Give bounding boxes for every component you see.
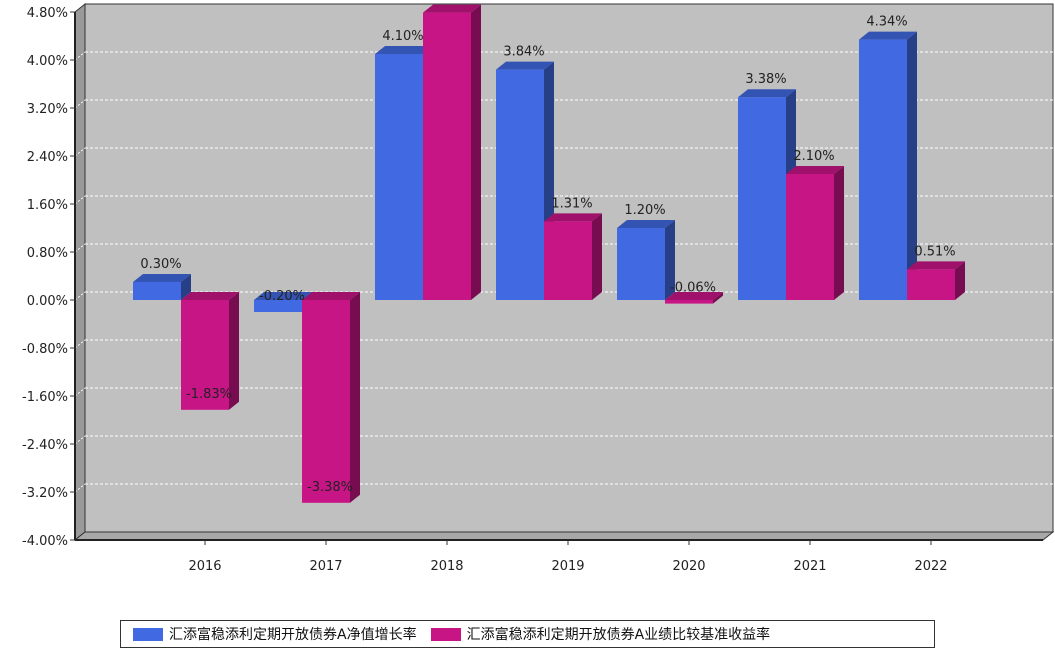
legend: 汇添富稳添利定期开放债券A净值增长率 汇添富稳添利定期开放债券A业绩比较基准收益… [120,620,935,648]
y-tick-labels: 4.80% 4.00% 3.20% 2.40% 1.60% 0.80% 0.00% -0.80… [22,6,75,549]
bar-top [423,4,481,13]
data-label: -1.83% [186,387,232,402]
data-label: 4.34% [866,15,907,30]
bar-top [859,31,917,40]
bar-front [375,54,423,300]
data-label: 0.30% [140,257,181,272]
bar-front [665,300,713,304]
bar-side [665,220,675,300]
y-tick-label: -0.80% [22,342,68,357]
bar-top [496,61,554,70]
bar-top [133,274,191,282]
data-label: 1.20% [624,203,665,218]
bar [665,292,723,304]
y-tick-label: 4.80% [27,6,68,21]
x-tick-label: 2020 [672,559,705,574]
bar-front [786,174,834,300]
bar-top [786,166,844,174]
bar-front [544,221,592,300]
axes [74,12,1043,541]
legend-label-nav: 汇添富稳添利定期开放债券A净值增长率 [169,627,417,643]
bar-top [181,292,239,300]
data-label: 4.10% [382,29,423,44]
data-label: 3.38% [745,72,786,87]
bar-side [350,292,360,503]
bar-front [738,97,786,300]
legend-label-benchmark: 汇添富稳添利定期开放债券A业绩比较基准收益率 [466,627,771,643]
data-label: -0.20% [259,289,305,304]
bar [423,4,481,300]
data-label: -0.06% [670,281,716,296]
x-tick-label: 2016 [188,559,221,574]
bar [133,274,191,300]
x-tick-labels: 2016 2017 2018 2019 2020 2021 2022 [188,540,948,574]
bar-top [738,89,796,98]
bar-front [181,300,229,410]
y-tick-label: -2.40% [22,438,68,453]
bar-top [907,261,965,270]
bar-front [617,228,665,300]
bar-front [133,282,181,300]
data-label: 2.10% [793,149,834,164]
bar-side [955,261,965,300]
bar-front [496,69,544,300]
x-tick-label: 2021 [793,559,826,574]
bar-chart: 4.80% 4.00% 3.20% 2.40% 1.60% 0.80% 0.00% -0.80… [22,0,1055,574]
plot-left-wall [74,2,86,542]
y-tick-label: 3.20% [27,102,68,117]
data-label: 4.79% [430,0,471,3]
bar-side [229,292,239,410]
data-label: 3.84% [503,45,544,60]
bar-top [665,292,723,300]
y-tick-label: 0.00% [27,294,68,309]
legend-item-benchmark: 汇添富稳添利定期开放债券A业绩比较基准收益率 [430,624,771,644]
y-tick-label: 0.80% [27,246,68,261]
bar-side [592,213,602,300]
bar [181,292,239,410]
legend-item-nav: 汇添富稳添利定期开放债券A净值增长率 [133,624,417,644]
x-tick-label: 2018 [430,559,463,574]
bar-side [834,166,844,300]
bar-front [859,39,907,300]
y-tick-label: -1.60% [22,390,68,405]
y-tick-label: -3.20% [22,486,68,501]
y-tick-label: -4.00% [22,534,68,549]
data-label: -3.38% [307,480,353,495]
x-tick-label: 2022 [914,559,947,574]
bar-top [544,213,602,222]
bar-front [302,300,350,503]
legend-swatch-benchmark [430,627,461,641]
bar-top [375,46,433,54]
bar-front [907,269,955,300]
bar-side [713,292,723,304]
bar-top [254,292,312,300]
bar [786,166,844,300]
bar-side [907,31,917,300]
bar-front [254,300,302,312]
y-tick-label: 1.60% [27,198,68,213]
bar-side [471,4,481,300]
x-tick-label: 2017 [309,559,342,574]
y-tick-label: 2.40% [27,150,68,165]
bar-top [302,292,360,300]
legend-swatch-nav [133,627,163,641]
bars [133,4,965,503]
bar-front [423,12,471,300]
bar-top [617,220,675,228]
data-label: 1.31% [551,196,592,211]
plot-floor [73,531,1055,541]
bar [302,292,360,503]
data-label: 0.51% [914,244,955,259]
bar [544,213,602,300]
y-tick-label: 4.00% [27,54,68,69]
bar [617,220,675,300]
data-labels: 0.30% -1.83% -0.20% -3.38% 4.10% 4.79% 3.84% 1.… [140,0,955,495]
bar-side [181,274,191,300]
bar [907,261,965,300]
x-tick-label: 2019 [551,559,584,574]
bar [859,31,917,300]
